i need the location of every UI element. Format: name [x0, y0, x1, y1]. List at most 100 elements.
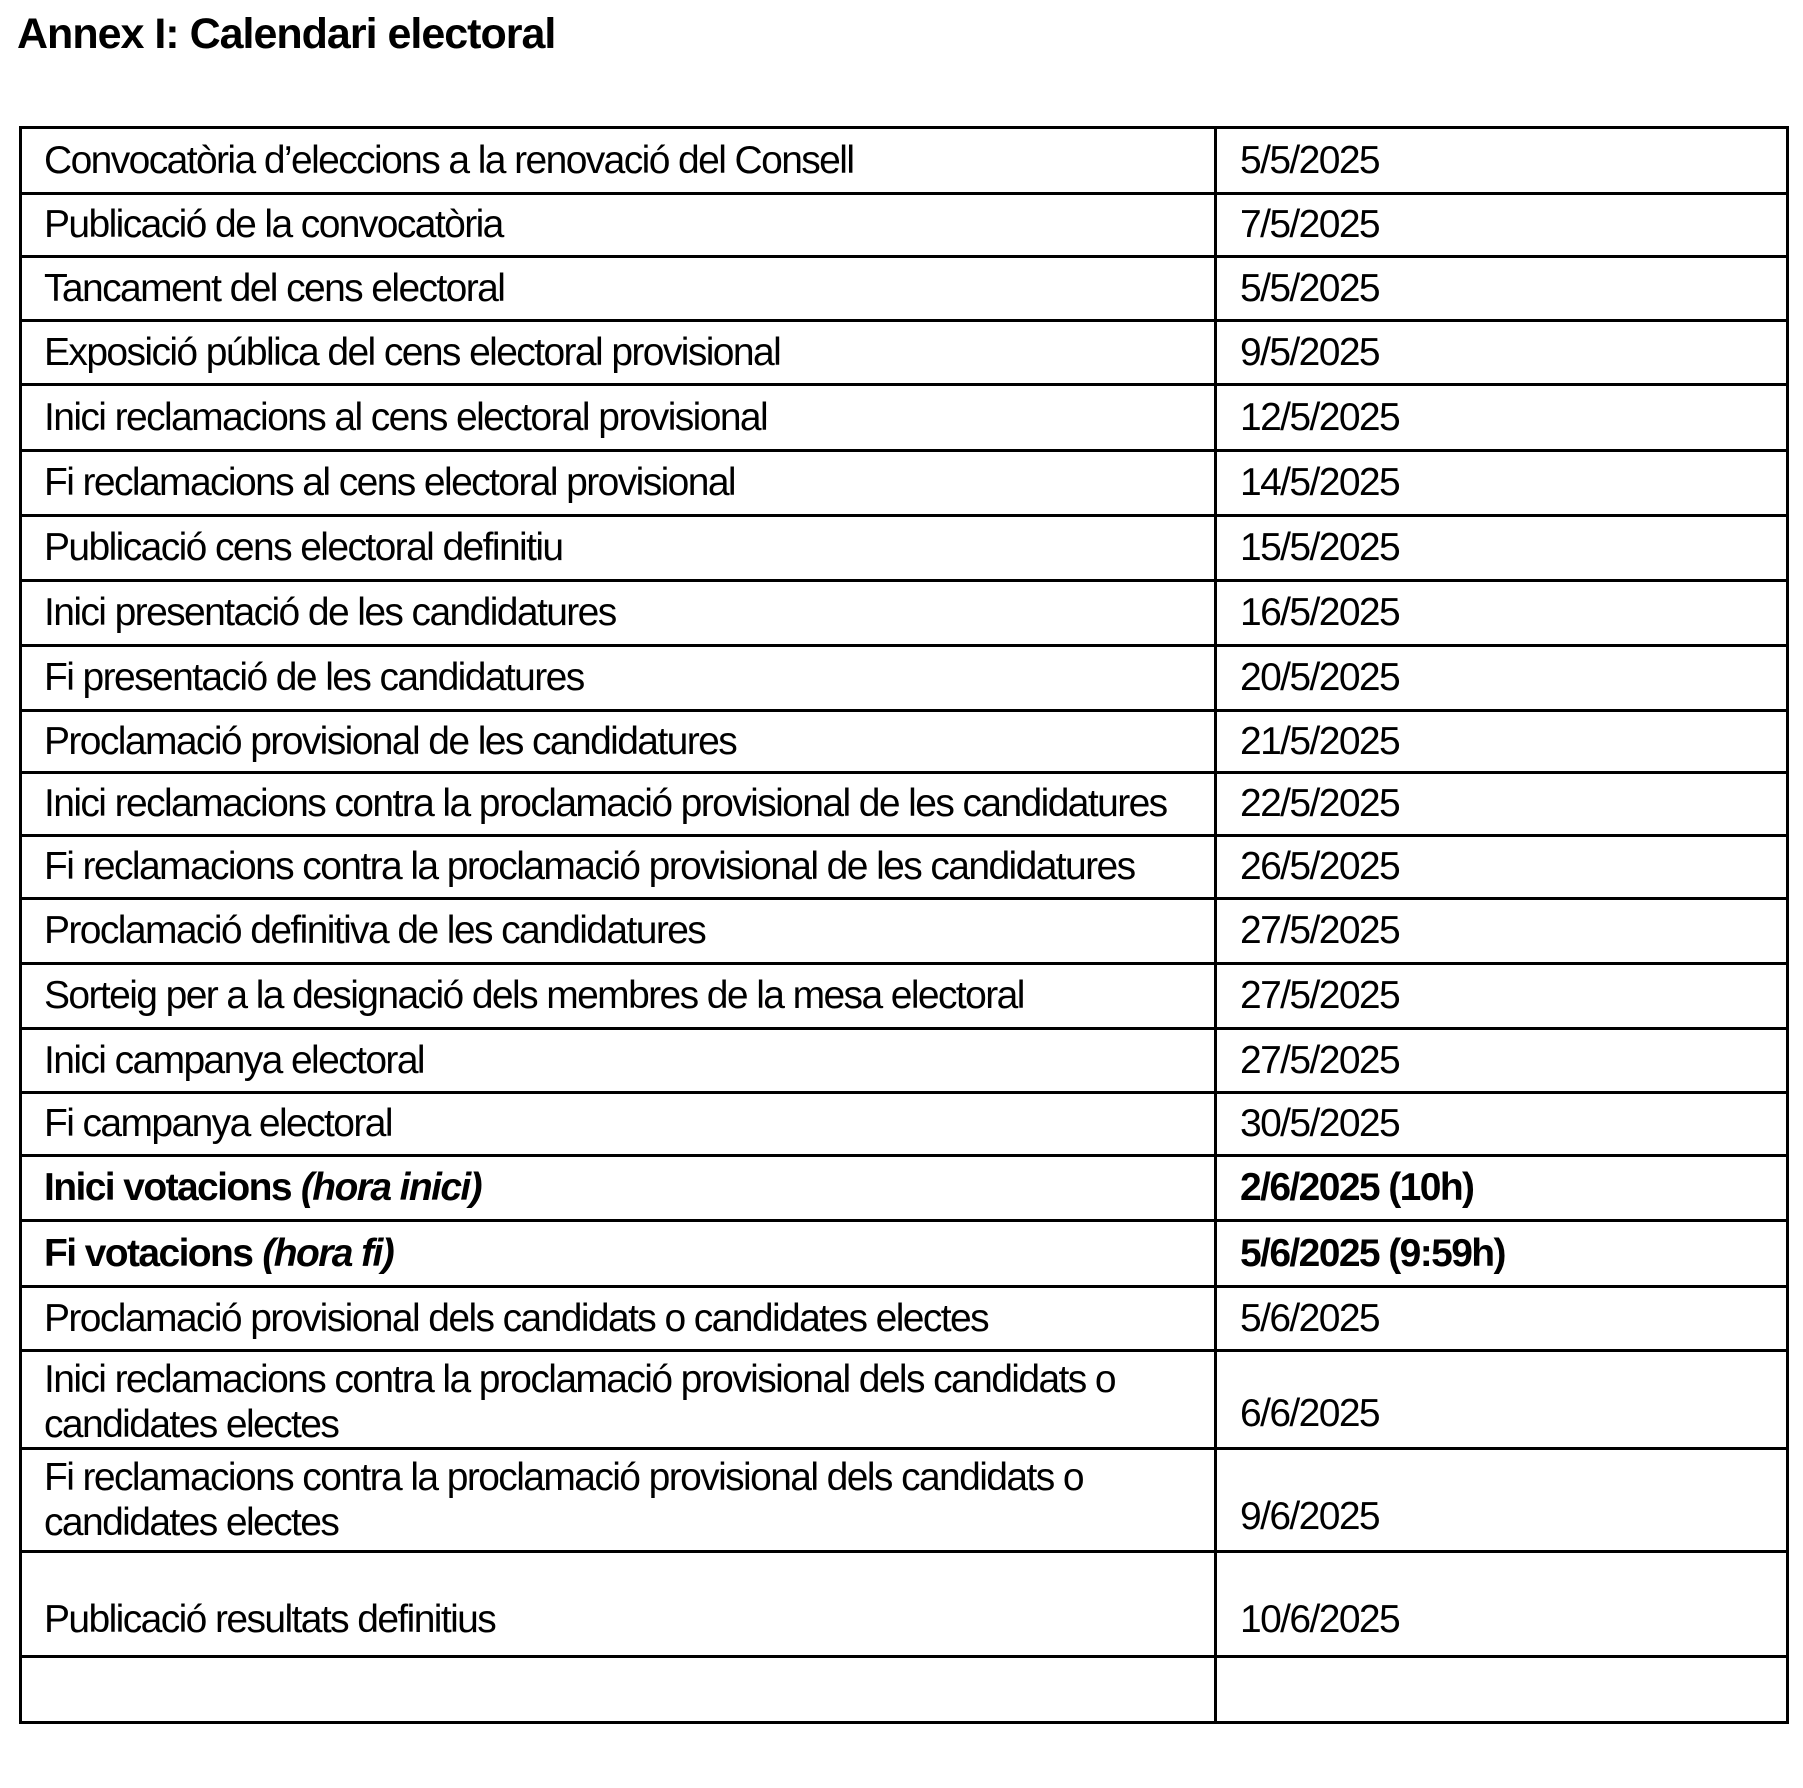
date-cell: 5/5/2025 [1214, 125, 1789, 195]
event-cell: Proclamació provisional de les candidatu… [19, 708, 1217, 774]
date-value: 5/6/2025 (9:59h) [1240, 1231, 1507, 1275]
event-cell: Inici reclamacions contra la proclamació… [19, 770, 1217, 837]
date-cell: 6/6/2025 [1214, 1348, 1789, 1450]
event-label: Fi reclamacions contra la proclamació pr… [44, 845, 1136, 889]
event-cell: Inici votacions (hora inici) [19, 1153, 1217, 1222]
event-cell: Fi campanya electoral [19, 1090, 1217, 1157]
event-cell: Fi reclamacions al cens electoral provis… [19, 448, 1217, 517]
date-cell: 30/5/2025 [1214, 1090, 1789, 1157]
date-cell: 21/5/2025 [1214, 708, 1789, 774]
date-cell: 27/5/2025 [1214, 896, 1789, 965]
date-value: 16/5/2025 [1240, 591, 1401, 635]
event-label: Fi presentació de les candidatures [44, 656, 585, 700]
event-label: Proclamació provisional de les candidatu… [44, 719, 738, 763]
event-cell: Publicació cens electoral definitiu [19, 513, 1217, 582]
date-value: 5/5/2025 [1240, 266, 1381, 310]
event-cell: Inici presentació de les candidatures [19, 578, 1217, 647]
event-label: Publicació cens electoral definitiu [44, 526, 564, 570]
table-row: Proclamació definitiva de les candidatur… [19, 896, 1789, 965]
table-row: Publicació cens electoral definitiu 15/5… [19, 513, 1789, 582]
event-cell: Sorteig per a la designació dels membres… [19, 961, 1217, 1030]
event-cell [19, 1654, 1217, 1724]
date-value: 5/5/2025 [1240, 138, 1381, 182]
table-row: Fi reclamacions contra la proclamació pr… [19, 833, 1789, 900]
event-note: (hora fi) [262, 1231, 394, 1275]
event-cell: Fi votacions (hora fi) [19, 1218, 1217, 1288]
event-cell: Convocatòria d’eleccions a la renovació … [19, 125, 1217, 195]
event-label: Fi campanya electoral [44, 1102, 394, 1146]
event-label: Publicació de la convocatòria [44, 203, 504, 247]
date-cell: 27/5/2025 [1214, 1026, 1789, 1094]
event-label: Proclamació definitiva de les candidatur… [44, 909, 707, 953]
document-page: Annex I: Calendari electoral Convocatòri… [0, 8, 1803, 1788]
date-value: 14/5/2025 [1240, 461, 1401, 505]
date-cell: 10/6/2025 [1214, 1549, 1789, 1658]
event-cell: Publicació resultats definitius [19, 1549, 1217, 1658]
date-value: 21/5/2025 [1240, 719, 1401, 763]
date-value: 9/6/2025 [1240, 1494, 1381, 1538]
event-cell: Inici reclamacions contra la proclamació… [19, 1348, 1217, 1450]
event-label: Fi reclamacions contra la proclamació pr… [44, 1455, 1085, 1544]
date-cell: 15/5/2025 [1214, 513, 1789, 582]
date-cell: 26/5/2025 [1214, 833, 1789, 900]
page-title: Annex I: Calendari electoral [17, 10, 556, 58]
date-cell: 9/5/2025 [1214, 318, 1789, 386]
table-row: Inici reclamacions contra la proclamació… [19, 770, 1789, 837]
date-value: 9/5/2025 [1240, 330, 1381, 374]
event-label: Inici presentació de les candidatures [44, 591, 617, 635]
event-cell: Fi reclamacions contra la proclamació pr… [19, 833, 1217, 900]
date-cell: 14/5/2025 [1214, 448, 1789, 517]
event-label: Inici reclamacions contra la proclamació… [44, 1357, 1117, 1446]
date-cell: 5/6/2025 [1214, 1284, 1789, 1352]
event-cell: Publicació de la convocatòria [19, 191, 1217, 258]
event-label: Convocatòria d’eleccions a la renovació … [44, 138, 855, 182]
table-row: Convocatòria d’eleccions a la renovació … [19, 125, 1789, 195]
event-label: Sorteig per a la designació dels membres… [44, 974, 1025, 1018]
event-label: Exposició pública del cens electoral pro… [44, 330, 782, 374]
event-label: Fi votacions [44, 1231, 254, 1275]
table-row: Proclamació provisional de les candidatu… [19, 708, 1789, 774]
event-label: Publicació resultats definitius [44, 1597, 497, 1641]
event-cell: Proclamació definitiva de les candidatur… [19, 896, 1217, 965]
date-cell: 2/6/2025 (10h) [1214, 1153, 1789, 1222]
event-cell: Tancament del cens electoral [19, 254, 1217, 322]
date-value: 30/5/2025 [1240, 1102, 1401, 1146]
table-row: Fi campanya electoral 30/5/2025 [19, 1090, 1789, 1157]
date-value: 10/6/2025 [1240, 1597, 1401, 1641]
table-row: Tancament del cens electoral 5/5/2025 [19, 254, 1789, 322]
table-row: Inici votacions (hora inici) 2/6/2025 (10… [19, 1153, 1789, 1222]
table-row: Sorteig per a la designació dels membres… [19, 961, 1789, 1030]
table-row: Fi presentació de les candidatures 20/5/… [19, 643, 1789, 712]
table-row: Fi reclamacions al cens electoral provis… [19, 448, 1789, 517]
event-cell: Exposició pública del cens electoral pro… [19, 318, 1217, 386]
date-value: 7/5/2025 [1240, 203, 1381, 247]
event-label: Proclamació provisional dels candidats o… [44, 1296, 990, 1340]
electoral-calendar-table: Convocatòria d’eleccions a la renovació … [19, 125, 1789, 1724]
date-value: 27/5/2025 [1240, 1038, 1401, 1082]
event-label: Inici reclamacions contra la proclamació… [44, 782, 1168, 826]
date-cell: 16/5/2025 [1214, 578, 1789, 647]
date-cell: 27/5/2025 [1214, 961, 1789, 1030]
date-cell: 5/6/2025 (9:59h) [1214, 1218, 1789, 1288]
event-cell: Proclamació provisional dels candidats o… [19, 1284, 1217, 1352]
table-row: Inici campanya electoral 27/5/2025 [19, 1026, 1789, 1094]
date-cell: 7/5/2025 [1214, 191, 1789, 258]
table-row: Inici presentació de les candidatures 16… [19, 578, 1789, 647]
date-value: 27/5/2025 [1240, 909, 1401, 953]
table-row [19, 1654, 1789, 1724]
table-row: Publicació resultats definitius 10/6/202… [19, 1549, 1789, 1658]
date-value: 5/6/2025 [1240, 1296, 1381, 1340]
table-row: Inici reclamacions al cens electoral pro… [19, 382, 1789, 452]
table-row: Proclamació provisional dels candidats o… [19, 1284, 1789, 1352]
event-cell: Fi presentació de les candidatures [19, 643, 1217, 712]
date-value: 6/6/2025 [1240, 1391, 1381, 1435]
event-label: Inici campanya electoral [44, 1038, 426, 1082]
date-value: 27/5/2025 [1240, 974, 1401, 1018]
event-cell: Inici campanya electoral [19, 1026, 1217, 1094]
date-value: 15/5/2025 [1240, 526, 1401, 570]
event-cell: Inici reclamacions al cens electoral pro… [19, 382, 1217, 452]
event-note: (hora inici) [300, 1166, 483, 1210]
table-row: Fi reclamacions contra la proclamació pr… [19, 1446, 1789, 1553]
event-label: Fi reclamacions al cens electoral provis… [44, 461, 737, 505]
date-cell: 5/5/2025 [1214, 254, 1789, 322]
